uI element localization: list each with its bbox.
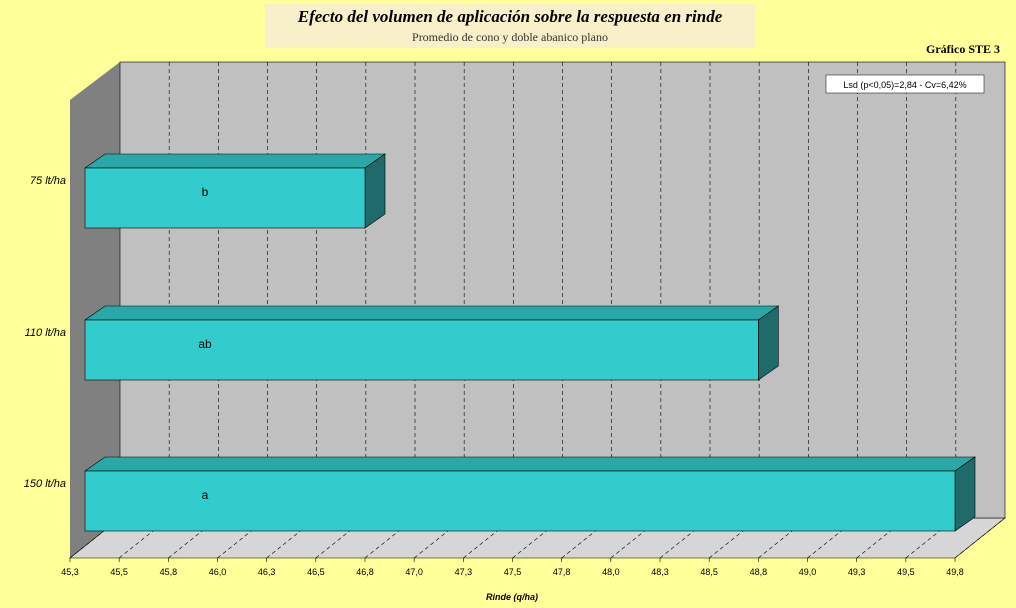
grid-line-floor <box>807 517 858 559</box>
x-tick-label: 47,0 <box>405 567 423 577</box>
x-tick-label: 46,0 <box>209 567 227 577</box>
grid-line-floor <box>708 517 760 559</box>
chart-subtitle: Promedio de cono y doble abanico plano <box>412 30 608 44</box>
x-tick-label: 45,8 <box>160 567 178 577</box>
bar <box>84 167 366 229</box>
bars: b ab a <box>84 153 976 532</box>
grid-line-floor <box>118 517 170 559</box>
bar <box>84 319 759 381</box>
grid-line-floor <box>217 517 268 559</box>
grid-line-floor <box>561 517 612 559</box>
grid-line-floor <box>69 517 121 559</box>
grid-line-floor <box>413 517 465 559</box>
bar-label: b <box>202 185 209 199</box>
bar-label: ab <box>198 337 212 351</box>
x-axis-ticks: 45,3 45,5 45,8 46,0 46,3 46,5 46,8 47,0 47,3 47,5… <box>61 558 964 577</box>
grid-line-floor <box>954 517 1006 559</box>
grid-line-floor <box>266 517 317 559</box>
chart-title: Efecto del volumen de aplicación sobre l… <box>297 7 723 26</box>
grid-line-floor <box>610 517 662 559</box>
x-tick-label: 49,5 <box>897 567 915 577</box>
x-tick-label: 49,3 <box>848 567 866 577</box>
grid-lines <box>69 62 1006 559</box>
x-tick-label: 47,3 <box>455 567 473 577</box>
x-tick-label: 47,5 <box>504 567 522 577</box>
x-tick-label: 46,3 <box>258 567 276 577</box>
y-axis-categories: 75 lt/ha 110 lt/ha 150 lt/ha <box>24 175 66 490</box>
grid-line-floor <box>364 517 416 559</box>
grid-line-floor <box>512 517 563 559</box>
bar-top <box>84 305 780 321</box>
bar-top <box>84 153 386 169</box>
x-tick-label: 45,5 <box>110 567 128 577</box>
x-tick-label: 48,0 <box>602 567 620 577</box>
x-tick-label: 49,0 <box>799 567 817 577</box>
x-tick-label: 46,5 <box>307 567 325 577</box>
x-axis-title: Rinde (q/ha) <box>486 592 538 602</box>
x-tick-label: 48,5 <box>700 567 718 577</box>
grid-line-floor <box>315 517 367 559</box>
y-category-label: 110 lt/ha <box>25 327 66 339</box>
chart-code: Gráfico STE 3 <box>926 42 1000 56</box>
grid-line-floor <box>168 517 219 559</box>
grid-line-floor <box>463 517 514 559</box>
y-category-label: 75 lt/ha <box>30 175 66 187</box>
title-box: Efecto del volumen de aplicación sobre l… <box>265 4 755 48</box>
grid-line-floor <box>856 517 907 559</box>
y-category-label: 150 lt/ha <box>24 478 66 490</box>
grid-line-floor <box>659 517 711 559</box>
grid-line-floor <box>905 517 957 559</box>
grid-line-floor <box>758 517 809 559</box>
x-tick-label: 48,8 <box>750 567 768 577</box>
bar-top <box>84 456 976 472</box>
bar-label: a <box>202 488 209 502</box>
x-tick-label: 47,8 <box>553 567 571 577</box>
annotation-text: Lsd (p<0,05)=2,84 - Cv=6,42% <box>843 80 966 90</box>
x-tick-label: 46,8 <box>356 567 374 577</box>
bar <box>84 470 956 532</box>
x-tick-label: 49,8 <box>946 567 964 577</box>
x-tick-label: 48,3 <box>651 567 669 577</box>
annotation-box <box>825 74 985 94</box>
x-tick-label: 45,3 <box>61 567 79 577</box>
